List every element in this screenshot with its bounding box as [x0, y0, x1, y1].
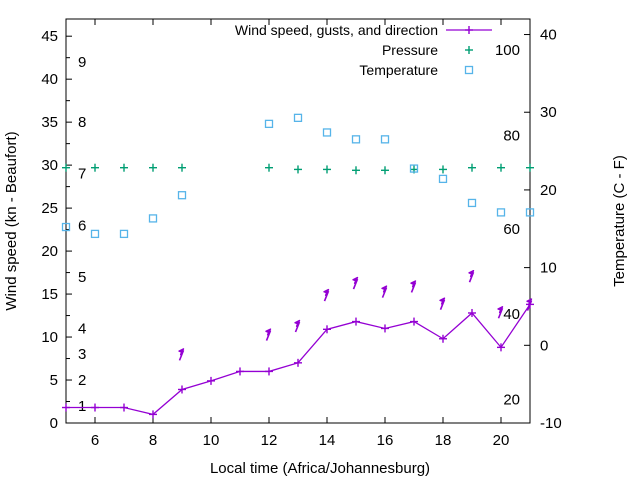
fahrenheit-label: 20	[503, 392, 520, 409]
x-tick-label: 20	[493, 432, 510, 449]
fahrenheit-label: 100	[495, 42, 520, 59]
gust-stem	[352, 278, 359, 290]
beaufort-label: 3	[78, 346, 86, 363]
y-tick-label: 10	[41, 329, 58, 346]
gust-stem	[468, 271, 475, 283]
beaufort-label: 5	[78, 269, 86, 286]
beaufort-label: 6	[78, 217, 86, 234]
marker-square	[264, 119, 274, 129]
gust-arrowhead	[468, 269, 475, 278]
marker-square	[90, 229, 100, 239]
y2-tick-label: 0	[540, 337, 548, 354]
series-pressure	[62, 163, 534, 175]
marker-square	[119, 229, 129, 239]
y2-tick-label: 10	[540, 260, 557, 277]
marker-square	[409, 164, 419, 173]
marker-square	[467, 198, 477, 208]
y-tick-label: 20	[41, 243, 58, 260]
gust-arrowhead	[497, 306, 504, 314]
x-tick-label: 6	[91, 432, 99, 449]
y-tick-label: 40	[41, 71, 58, 88]
beaufort-label: 7	[78, 166, 86, 183]
gust-arrowhead	[410, 280, 417, 288]
marker-square	[496, 208, 506, 217]
beaufort-label: 2	[78, 372, 86, 389]
gust-stem	[294, 321, 301, 333]
gust-stem	[265, 330, 272, 341]
gust-stem	[526, 300, 533, 311]
y2-tick-label: 40	[540, 27, 557, 44]
x-tick-label: 14	[319, 432, 336, 449]
marker-square	[322, 128, 332, 137]
y2-tick-label: 30	[540, 104, 557, 121]
plot-border	[65, 18, 531, 424]
gust-arrowhead	[294, 319, 301, 328]
marker-square	[351, 135, 361, 144]
legend-label: Temperature	[359, 62, 438, 78]
y-tick-label: 5	[50, 372, 58, 389]
gust-arrowhead	[323, 288, 330, 297]
legend-label: Pressure	[382, 42, 438, 58]
legend-label: Wind speed, gusts, and direction	[235, 22, 438, 38]
x-tick-label: 18	[435, 432, 452, 449]
gust-stem	[410, 282, 417, 293]
gust-arrowhead	[178, 348, 185, 356]
y-tick-label: 30	[41, 157, 58, 174]
gust-stem	[439, 299, 446, 310]
y-tick-label: 0	[50, 415, 58, 432]
gust-arrowhead	[265, 328, 272, 336]
marker-square	[438, 174, 448, 184]
marker-square	[148, 214, 158, 223]
y-tick-label: 25	[41, 200, 58, 217]
gust-arrowhead	[381, 285, 388, 293]
gust-stem	[381, 287, 388, 298]
beaufort-label: 8	[78, 114, 86, 131]
y2-axis-title: Temperature (C - F)	[611, 155, 628, 287]
series-temperature	[61, 113, 535, 239]
marker-square	[293, 113, 303, 123]
y-tick-label: 45	[41, 28, 58, 45]
fahrenheit-label: 60	[503, 221, 520, 238]
x-tick-label: 12	[261, 432, 278, 449]
beaufort-label: 1	[78, 398, 86, 415]
y-tick-label: 35	[41, 114, 58, 131]
y-axis-title: Wind speed (kn - Beaufort)	[3, 131, 20, 310]
series-wind	[62, 269, 534, 419]
marker-square	[464, 65, 474, 75]
x-tick-label: 16	[377, 432, 394, 449]
y-tick-label: 15	[41, 286, 58, 303]
marker-square	[380, 135, 390, 144]
gust-arrowhead	[439, 297, 446, 305]
gust-stem	[178, 350, 185, 361]
y2-tick-label: -10	[540, 415, 562, 432]
marker-square	[177, 191, 187, 200]
x-tick-label: 8	[149, 432, 157, 449]
gust-arrowhead	[526, 298, 533, 306]
beaufort-label: 9	[78, 54, 86, 71]
legend: Wind speed, gusts, and direction Pressure…	[235, 22, 492, 78]
gust-stem	[497, 307, 504, 319]
fahrenheit-label: 80	[503, 128, 520, 145]
x-axis-title: Local time (Africa/Johannesburg)	[210, 460, 430, 477]
x-tick-label: 10	[203, 432, 220, 449]
gust-arrowhead	[352, 276, 359, 285]
beaufort-label: 4	[78, 320, 86, 337]
y2-tick-label: 20	[540, 182, 557, 199]
marker-square	[525, 208, 535, 217]
gust-stem	[323, 290, 330, 302]
fahrenheit-label: 40	[503, 306, 520, 323]
marker-square	[61, 222, 71, 232]
